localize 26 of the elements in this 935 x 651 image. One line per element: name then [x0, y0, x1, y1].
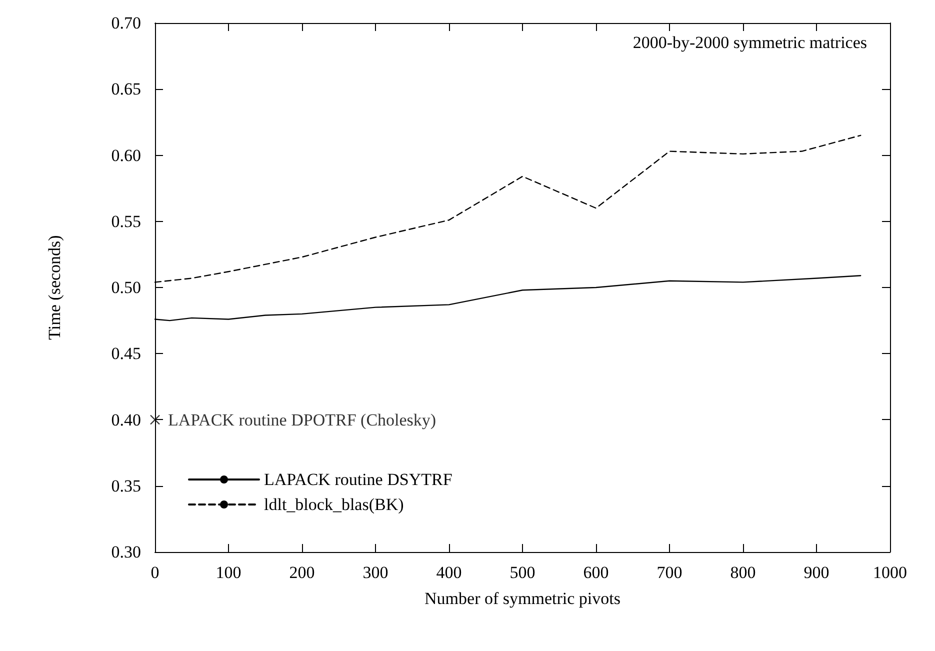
x-axis-title: Number of symmetric pivots	[424, 589, 620, 608]
y-tick-label: 0.60	[111, 146, 141, 165]
y-axis-title: Time (seconds)	[45, 235, 64, 340]
y-tick-label: 0.70	[111, 14, 141, 32]
x-tick-label: 800	[730, 563, 756, 582]
y-tick-label: 0.35	[111, 476, 141, 496]
y-tick-label: 0.45	[111, 344, 141, 364]
y-tick-label: 0.40	[111, 410, 141, 430]
x-tick-label: 0	[150, 563, 160, 582]
x-tick-label: 700	[656, 563, 682, 582]
x-tick-label: 600	[583, 563, 609, 582]
x-tick-label: 200	[289, 563, 315, 582]
y-tick-label: 0.50	[111, 278, 141, 297]
x-tick-label: 400	[436, 563, 462, 582]
annotation: 2000-by-2000 symmetric matrices	[632, 33, 868, 52]
legend-label: LAPACK routine DSYTRF	[264, 470, 452, 489]
y-tick-label: 0.30	[111, 542, 141, 562]
y-tick-label: 0.55	[111, 212, 141, 231]
x-tick-label: 500	[510, 563, 536, 582]
y-tick-label: 0.65	[111, 80, 141, 99]
series-label: LAPACK routine DPOTRF (Cholesky)	[168, 410, 436, 430]
x-tick-label: 1000	[873, 563, 907, 582]
legend-label: ldlt_block_blas(BK)	[264, 495, 404, 514]
x-tick-label: 300	[362, 563, 388, 582]
x-tick-label: 100	[216, 563, 242, 582]
x-tick-label: 900	[804, 563, 830, 582]
